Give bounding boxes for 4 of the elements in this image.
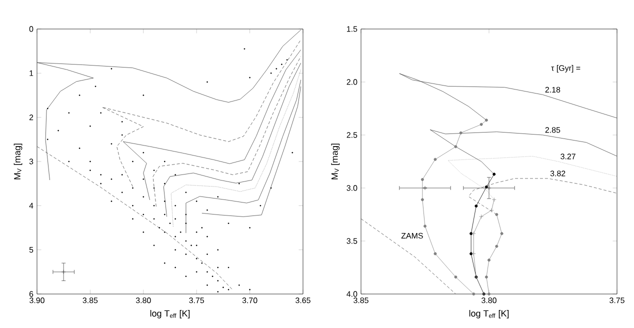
x-axis-title: log T$_{eff}$ [K] [469,310,509,318]
y-axis-title: M$_{V}$ [mag] [331,144,340,180]
x-axis-title: log T$_{eff}$ [K] [150,310,190,318]
y-axis-title: M$_{V}$ [mag] [14,144,22,180]
